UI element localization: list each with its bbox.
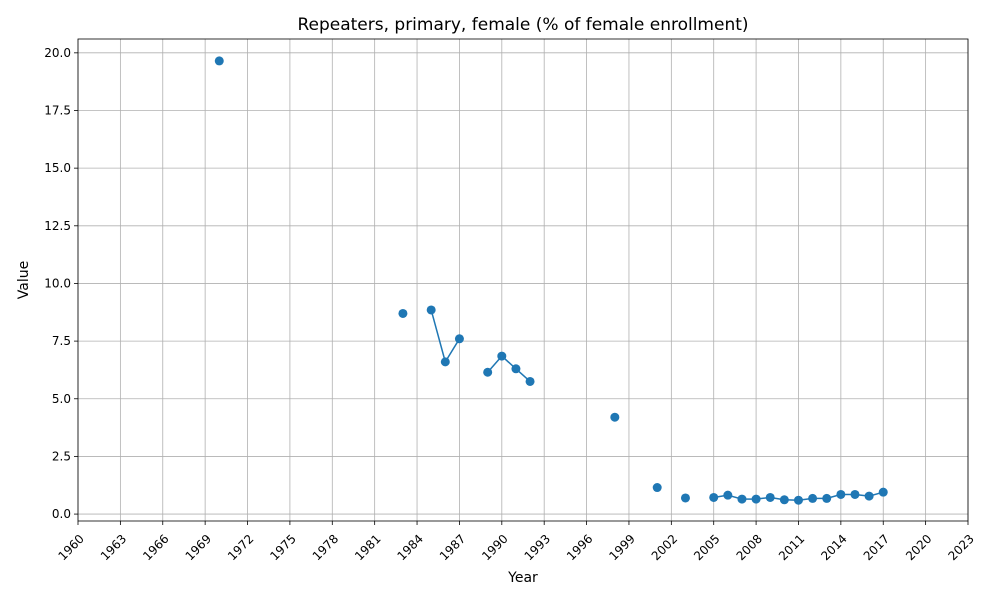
data-point (709, 492, 719, 502)
chart-title: Repeaters, primary, female (% of female … (297, 15, 748, 35)
x-tick-label: 1981 (352, 532, 383, 563)
grid-layer (77, 39, 969, 521)
y-tick-label: 12.5 (44, 219, 71, 233)
x-tick-label: 2014 (818, 532, 849, 563)
x-tick-label: 1984 (394, 532, 425, 563)
data-point (426, 305, 436, 315)
x-tick-label: 1960 (55, 532, 86, 563)
data-point (398, 308, 408, 318)
series-line-segment (430, 309, 447, 363)
x-axis-ticks: 1960 1963 1966 1969 1972 1975 1978 1981 1984 1987… (55, 521, 977, 563)
x-tick-label: 1969 (183, 532, 214, 563)
x-tick-label: 1978 (310, 532, 341, 563)
data-point (822, 493, 832, 503)
data-point (214, 56, 224, 66)
series-line-segment (444, 338, 461, 363)
data-point (723, 490, 733, 500)
data-point (836, 489, 846, 499)
data-point (483, 367, 493, 377)
x-axis-label: Year (507, 570, 538, 586)
data-point (864, 491, 874, 501)
x-tick-label: 2005 (691, 532, 722, 563)
x-tick-label: 1996 (564, 532, 595, 563)
data-point (525, 376, 535, 386)
x-tick-label: 2011 (776, 532, 807, 563)
y-axis-ticks: 0.0 2.5 5.0 7.5 10.0 12.5 15.0 17.5 20.0 (44, 46, 78, 521)
x-tick-label: 2002 (649, 532, 680, 563)
y-tick-label: 7.5 (52, 334, 71, 348)
data-point (765, 492, 775, 502)
x-tick-label: 2008 (734, 532, 765, 563)
data-point (652, 483, 662, 493)
x-tick-label: 1999 (606, 532, 637, 563)
x-tick-label: 1990 (479, 532, 510, 563)
data-point (680, 493, 690, 503)
data-point (511, 364, 521, 374)
plot-frame (77, 38, 969, 522)
y-tick-label: 5.0 (52, 392, 71, 406)
y-tick-label: 20.0 (44, 46, 71, 60)
y-tick-label: 0.0 (52, 507, 71, 521)
y-tick-label: 2.5 (52, 449, 71, 463)
data-point (878, 487, 888, 497)
y-tick-label: 10.0 (44, 276, 71, 290)
x-tick-label: 1987 (437, 532, 468, 563)
x-tick-label: 2017 (861, 532, 892, 563)
data-point (454, 334, 464, 344)
data-point (610, 412, 620, 422)
data-point (850, 489, 860, 499)
data-point (440, 357, 450, 367)
data-point (793, 495, 803, 505)
series-line-layer (430, 309, 884, 501)
x-tick-label: 1975 (267, 532, 298, 563)
x-tick-label: 1963 (98, 532, 129, 563)
y-tick-label: 15.0 (44, 161, 71, 175)
x-tick-label: 2020 (903, 532, 934, 563)
y-axis-label: Value (16, 261, 32, 299)
x-tick-label: 1972 (225, 532, 256, 563)
data-point (497, 351, 507, 361)
data-point (737, 494, 747, 504)
data-point (751, 494, 761, 504)
y-tick-label: 17.5 (44, 103, 71, 117)
x-tick-label: 1966 (140, 532, 171, 563)
data-point (779, 495, 789, 505)
data-point-layer (214, 56, 888, 505)
x-tick-label: 2023 (945, 532, 976, 563)
data-point (808, 493, 818, 503)
x-tick-label: 1993 (522, 532, 553, 563)
